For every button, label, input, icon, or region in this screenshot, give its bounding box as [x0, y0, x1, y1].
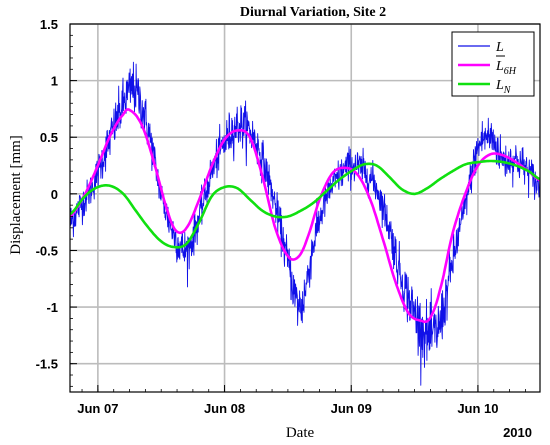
series-group [70, 61, 540, 386]
y-tick-label-2: 0.5 [40, 130, 58, 145]
legend-label-2: LN [495, 78, 512, 96]
plot-frame [69, 23, 541, 393]
x-tick-label-3: Jun 10 [457, 401, 498, 416]
y-axis-label: Displacement [mm] [8, 135, 24, 255]
x-tick-label-0: Jun 07 [77, 401, 118, 416]
chart-title: Diurnal Variation, Site 2 [240, 5, 386, 20]
y-tick-label-6: -1.5 [36, 357, 58, 372]
ticks: Jun 07 Jun 08 Jun 09 Jun 10 1.5 1 0.5 0 -0.5 -1 -1… [36, 17, 526, 416]
y-tick-label-1: 1 [51, 74, 58, 89]
legend-label-1: L6H [495, 59, 517, 77]
series-line-l-n [70, 159, 540, 249]
series-line-l [70, 61, 540, 386]
year-label: 2010 [503, 425, 532, 440]
y-tick-label-3: 0 [51, 187, 58, 202]
x-axis-label: Date [286, 425, 315, 441]
y-tick-label-0: 1.5 [40, 17, 58, 32]
series-line-l-6h [70, 108, 540, 324]
x-tick-label-2: Jun 09 [331, 401, 372, 416]
legend-label-0: L [495, 40, 504, 55]
x-tick-label-1: Jun 08 [204, 401, 245, 416]
y-tick-label-4: -0.5 [36, 243, 58, 258]
y-tick-label-5: -1 [46, 300, 58, 315]
